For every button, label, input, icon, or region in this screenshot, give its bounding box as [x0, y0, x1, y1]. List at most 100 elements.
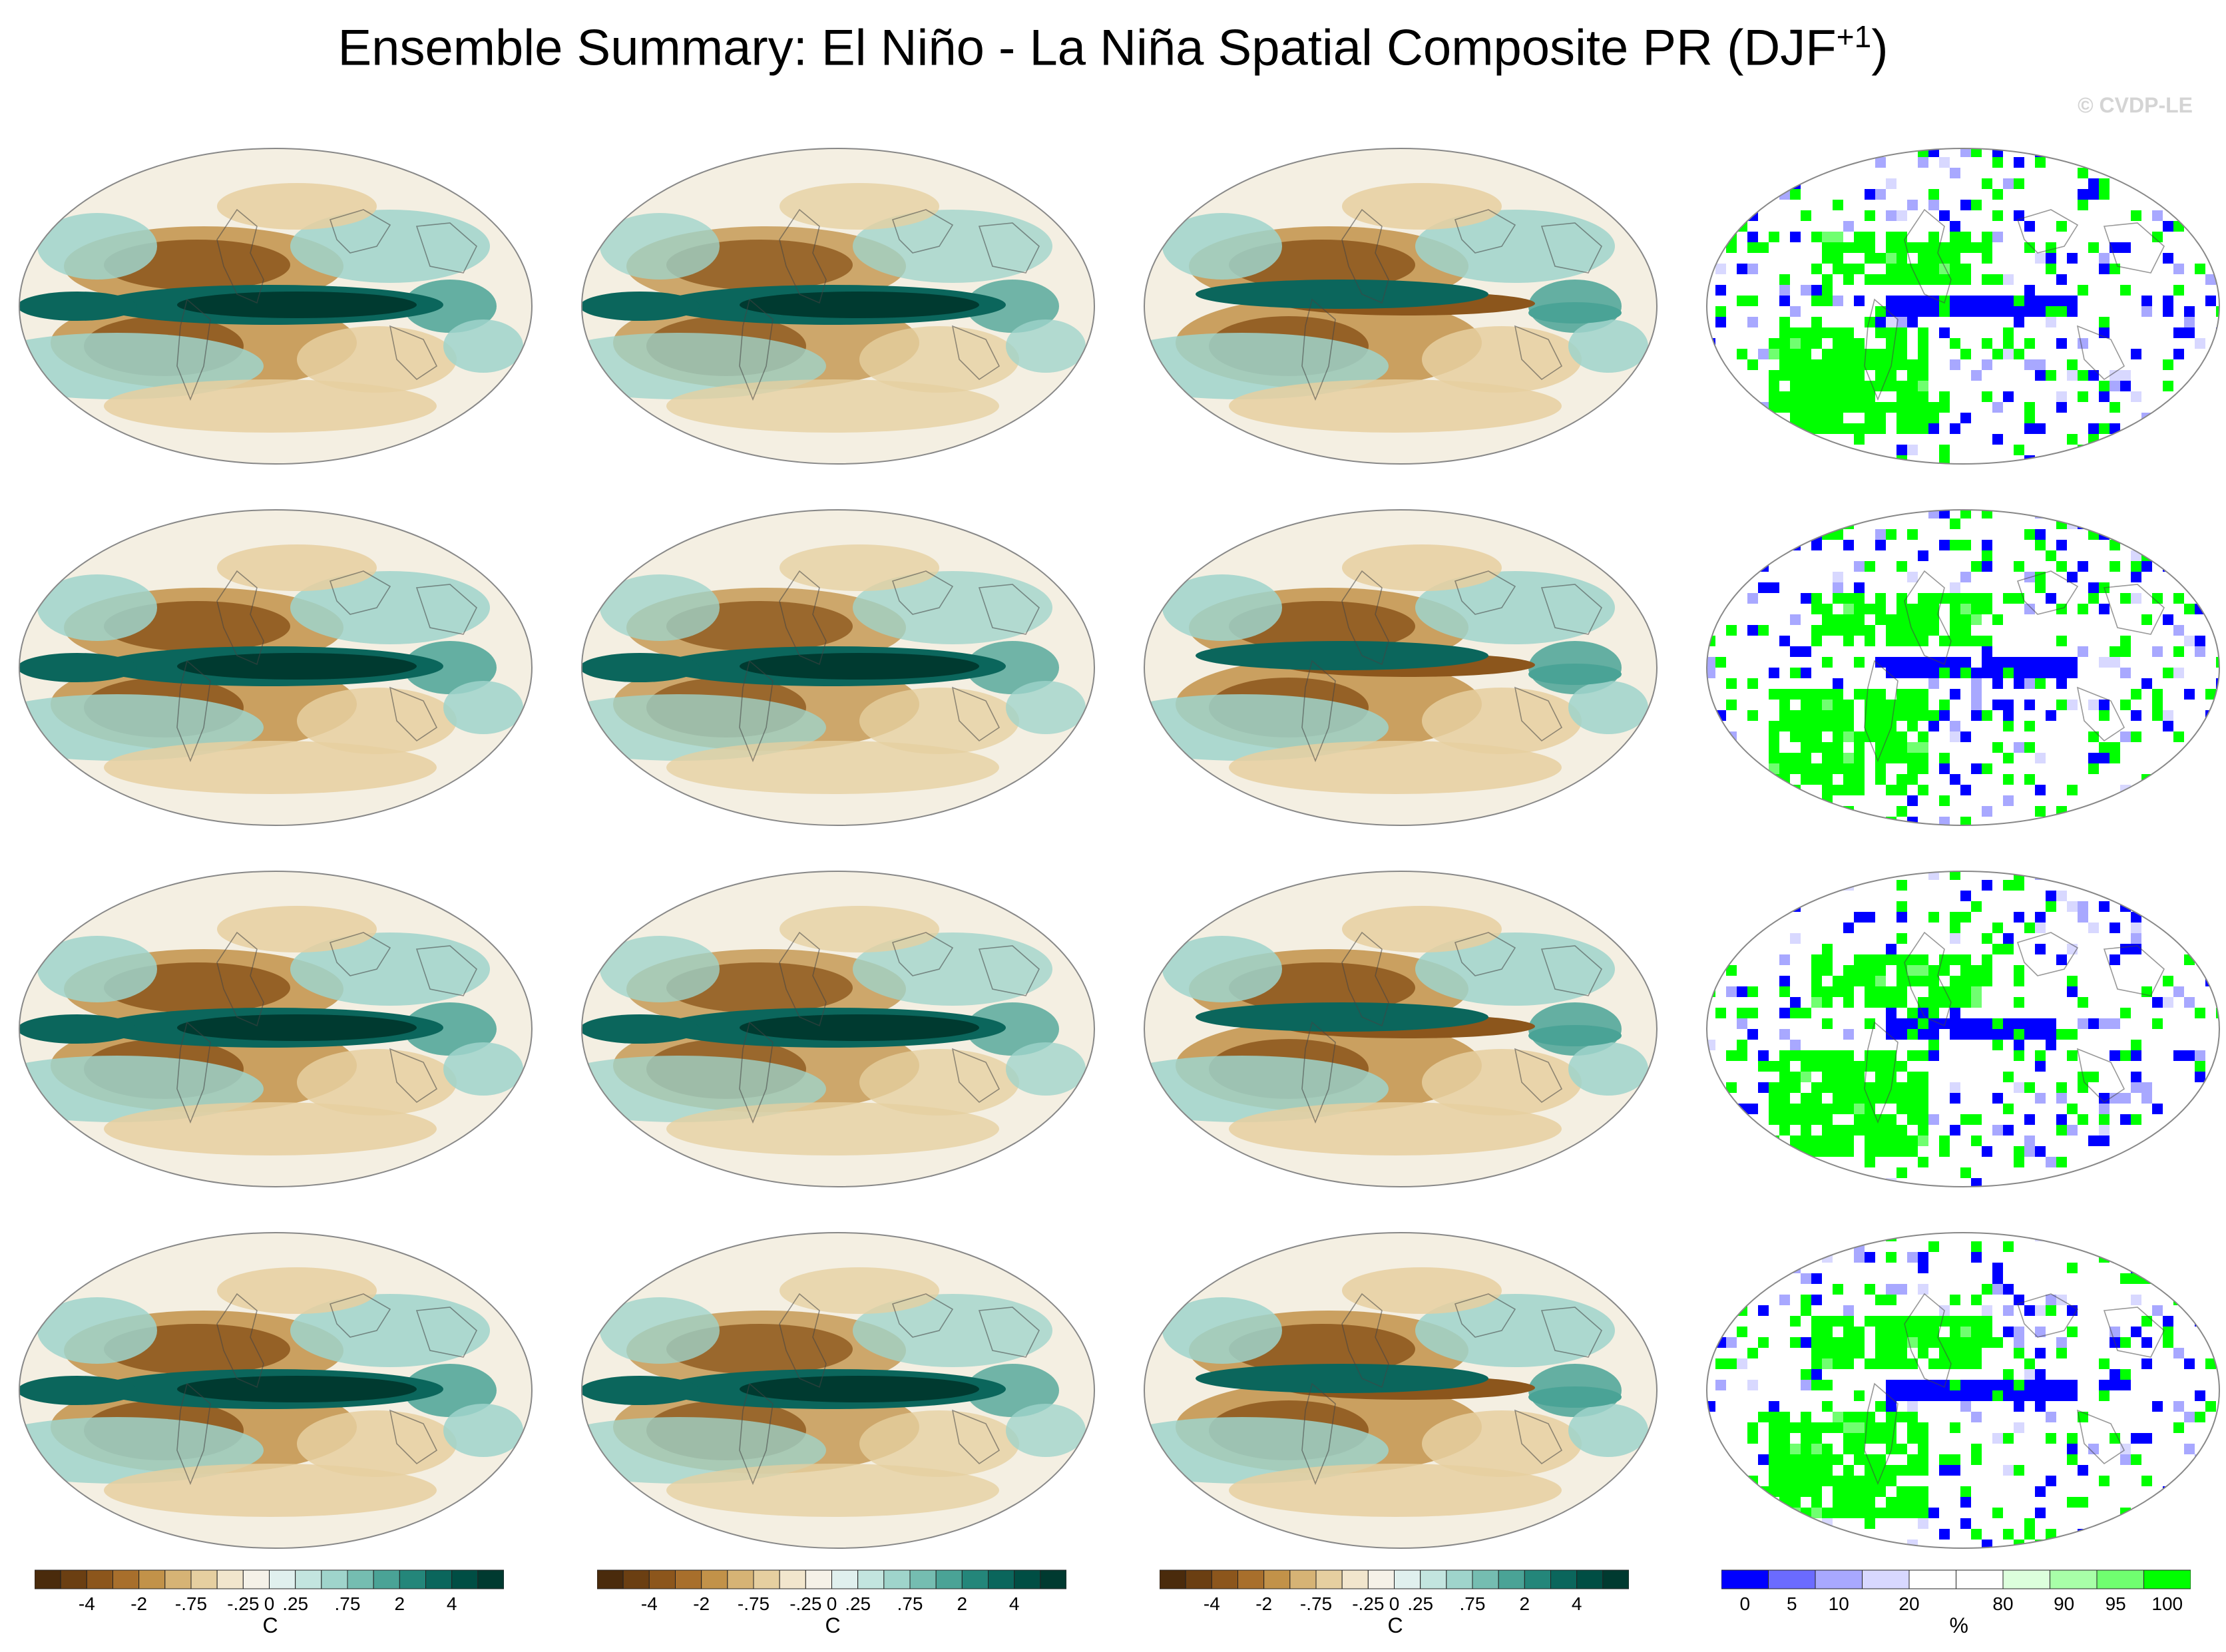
coastline	[1864, 298, 1898, 401]
colorbar-swatch	[1159, 1569, 1186, 1589]
coastline	[1454, 209, 1516, 254]
coastline	[739, 660, 774, 763]
colorbar-swatches	[34, 1569, 505, 1589]
colorbar-swatch	[295, 1569, 322, 1589]
colorbar-tick: .75	[1459, 1593, 1486, 1614]
panel-obs	[572, 1197, 1098, 1557]
colorbar-swatch	[1185, 1569, 1212, 1589]
anomaly-map	[581, 148, 1095, 465]
colorbar-unit: C	[1387, 1613, 1403, 1637]
colorbar-rank: 0 5 10 20 80 90 95 100%	[1721, 1569, 2191, 1637]
colorbar-swatch	[477, 1569, 505, 1589]
colorbar-swatch	[1862, 1569, 1910, 1589]
colorbar-tick: -.75	[174, 1593, 208, 1614]
colorbar-swatch	[373, 1569, 400, 1589]
colorbar-swatch	[164, 1569, 192, 1589]
colorbar-swatch	[883, 1569, 911, 1589]
colorbar-swatch	[2096, 1569, 2144, 1589]
coastline	[2016, 570, 2079, 615]
anomaly-map	[581, 871, 1095, 1187]
colorbar-tick: 0	[1739, 1593, 1751, 1614]
colorbar-swatch	[112, 1569, 140, 1589]
anomaly-map	[1144, 871, 1658, 1187]
colorbar-swatch	[1367, 1569, 1395, 1589]
coastline	[779, 1293, 827, 1388]
colorbar-tick: -4	[1203, 1593, 1220, 1614]
colorbar-unit: C	[825, 1613, 841, 1637]
coastline	[1864, 660, 1898, 763]
colorbar-swatch	[1446, 1569, 1473, 1589]
coastline	[891, 570, 954, 615]
colorbar-swatch	[857, 1569, 885, 1589]
coastline	[951, 1048, 1001, 1104]
coastline	[1301, 1021, 1336, 1124]
coastline	[176, 1382, 211, 1486]
colorbar-swatch	[1956, 1569, 2004, 1589]
colorbar-swatch	[1263, 1569, 1291, 1589]
coastline	[1341, 570, 1389, 666]
colorbar-swatch	[831, 1569, 859, 1589]
anomaly-map	[1144, 148, 1658, 465]
colorbar-swatch	[805, 1569, 833, 1589]
coastline	[1514, 1409, 1563, 1465]
coastline	[176, 660, 211, 763]
colorbar-tick: -.75	[1299, 1593, 1333, 1614]
coastline	[2103, 1307, 2165, 1358]
colorbar-swatch	[909, 1569, 937, 1589]
colorbar-swatch	[1524, 1569, 1551, 1589]
colorbar-swatch	[269, 1569, 296, 1589]
colorbar-swatch	[701, 1569, 728, 1589]
anomaly-map	[19, 148, 533, 465]
panel-obs	[572, 836, 1098, 1195]
coastline	[389, 1409, 438, 1465]
coastline	[1301, 298, 1336, 401]
coastline	[978, 1307, 1040, 1358]
coastline	[216, 208, 264, 304]
colorbar-unit: %	[1949, 1613, 1968, 1637]
colorbar-swatches	[1721, 1569, 2191, 1589]
colorbar-swatch	[1237, 1569, 1265, 1589]
colorbar-swatch	[675, 1569, 702, 1589]
colorbar-swatch	[1341, 1569, 1369, 1589]
panel-ens	[9, 113, 535, 473]
colorbar-swatch	[779, 1569, 806, 1589]
colorbar-swatch	[1040, 1569, 1067, 1589]
coastline	[891, 1293, 954, 1338]
panel-diff	[1134, 1197, 1660, 1557]
coastline	[1341, 208, 1389, 304]
colorbar-swatch	[138, 1569, 166, 1589]
colorbar-swatch	[1211, 1569, 1239, 1589]
colorbar-swatch	[1768, 1569, 1816, 1589]
colorbar-tick: .75	[897, 1593, 923, 1614]
panel-rank	[1697, 836, 2223, 1195]
coastline	[2103, 222, 2165, 274]
coastline	[739, 1382, 774, 1486]
coastline	[329, 1293, 391, 1338]
coastline	[1301, 1382, 1336, 1486]
colorbar-tick: -2	[130, 1593, 148, 1614]
coastline	[1864, 1021, 1898, 1124]
panel-rank	[1697, 1197, 2223, 1557]
colorbar-tick: 2	[957, 1593, 968, 1614]
colorbar-swatch	[216, 1569, 244, 1589]
colorbar-swatch	[1721, 1569, 1769, 1589]
coastline	[1454, 932, 1516, 976]
colorbar-swatch	[596, 1569, 624, 1589]
colorbar-swatch	[2143, 1569, 2191, 1589]
colorbar-tick: 4	[1571, 1593, 1582, 1614]
anomaly-map	[581, 509, 1095, 826]
rank-map	[1706, 1232, 2220, 1549]
coastline	[176, 1021, 211, 1124]
coastline	[1454, 570, 1516, 615]
colorbar-tick: 20	[1898, 1593, 1920, 1614]
colorbar-unit: C	[262, 1613, 278, 1637]
coastline	[1864, 1382, 1898, 1486]
colorbar-swatch	[1576, 1569, 1604, 1589]
anomaly-map	[19, 871, 533, 1187]
colorbar-swatch	[190, 1569, 218, 1589]
panel-diff	[1134, 836, 1660, 1195]
colorbar-swatch	[935, 1569, 963, 1589]
anomaly-map	[581, 1232, 1095, 1549]
coastline	[2016, 1293, 2079, 1338]
colorbar-ensemble: -4 -2 -.75 -.25 0 .25 .75 2 4 C	[34, 1569, 505, 1637]
